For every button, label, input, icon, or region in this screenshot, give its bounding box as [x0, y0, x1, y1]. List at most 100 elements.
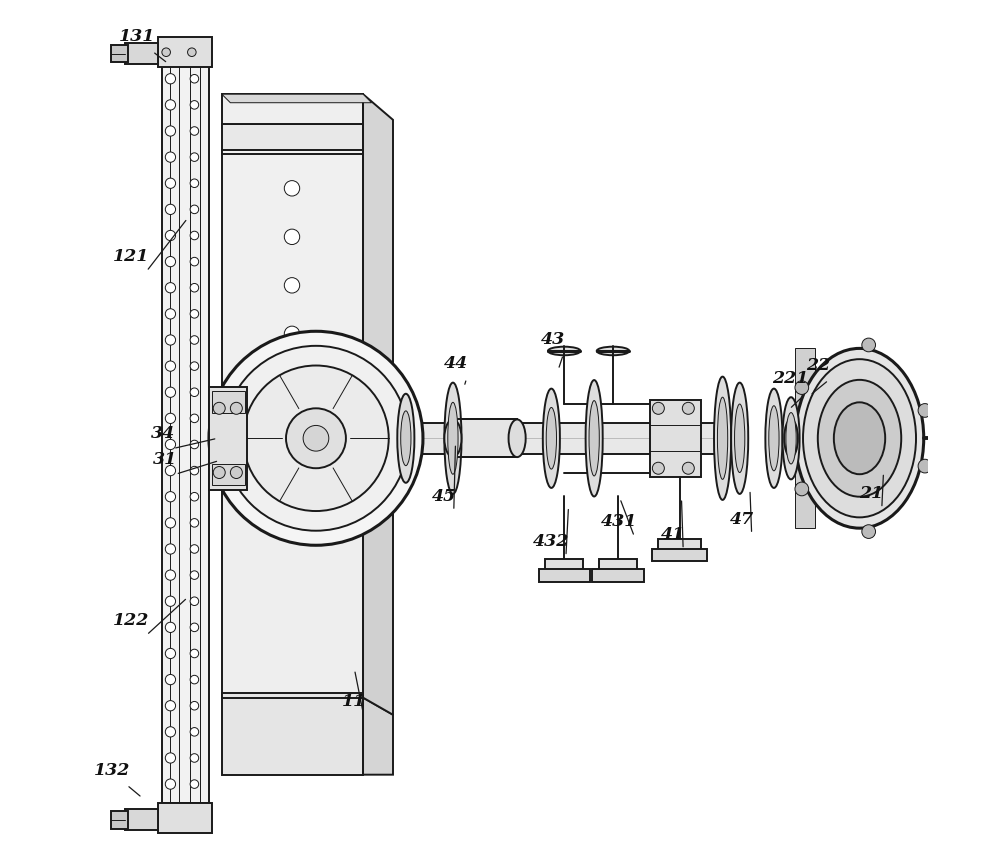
- Text: 45: 45: [432, 488, 456, 505]
- Bar: [162, 60, 209, 803]
- Ellipse shape: [401, 411, 411, 466]
- Polygon shape: [363, 385, 393, 715]
- Circle shape: [188, 48, 196, 56]
- Circle shape: [284, 277, 300, 293]
- Circle shape: [190, 179, 199, 187]
- Circle shape: [243, 366, 389, 511]
- Circle shape: [165, 152, 176, 163]
- Bar: [795, 348, 815, 528]
- Circle shape: [165, 622, 176, 633]
- Circle shape: [190, 362, 199, 371]
- Text: 221: 221: [772, 371, 809, 388]
- Ellipse shape: [782, 397, 800, 479]
- Ellipse shape: [765, 389, 782, 488]
- Circle shape: [190, 153, 199, 162]
- Circle shape: [682, 462, 694, 474]
- Circle shape: [795, 381, 809, 395]
- Circle shape: [165, 361, 176, 372]
- Circle shape: [190, 571, 199, 580]
- Circle shape: [165, 570, 176, 580]
- Bar: [545, 559, 583, 571]
- Text: 432: 432: [533, 533, 569, 550]
- Ellipse shape: [509, 419, 526, 457]
- Ellipse shape: [769, 406, 779, 471]
- Circle shape: [190, 101, 199, 110]
- Circle shape: [190, 231, 199, 240]
- Circle shape: [284, 326, 300, 342]
- Circle shape: [165, 648, 176, 658]
- Circle shape: [165, 309, 176, 319]
- Ellipse shape: [834, 402, 885, 474]
- Polygon shape: [222, 385, 363, 698]
- Circle shape: [190, 519, 199, 527]
- Circle shape: [165, 74, 176, 84]
- Circle shape: [682, 402, 694, 414]
- Circle shape: [190, 675, 199, 684]
- Polygon shape: [363, 94, 393, 394]
- Text: 21: 21: [860, 485, 884, 502]
- Circle shape: [165, 413, 176, 424]
- Text: 121: 121: [113, 248, 149, 265]
- Ellipse shape: [795, 348, 924, 528]
- Circle shape: [162, 48, 170, 56]
- Circle shape: [190, 74, 199, 83]
- Text: 122: 122: [113, 612, 149, 629]
- Ellipse shape: [717, 397, 728, 479]
- Bar: [539, 569, 590, 582]
- Circle shape: [165, 779, 176, 789]
- Circle shape: [190, 753, 199, 762]
- Ellipse shape: [444, 419, 461, 457]
- Circle shape: [230, 467, 242, 479]
- Text: 131: 131: [119, 28, 155, 45]
- Circle shape: [190, 728, 199, 736]
- Ellipse shape: [735, 404, 745, 473]
- Circle shape: [165, 700, 176, 710]
- Circle shape: [190, 127, 199, 135]
- Circle shape: [652, 402, 664, 414]
- Ellipse shape: [731, 383, 748, 494]
- Circle shape: [862, 525, 876, 538]
- Circle shape: [190, 701, 199, 710]
- Circle shape: [165, 439, 176, 449]
- Ellipse shape: [448, 402, 458, 474]
- Circle shape: [918, 460, 932, 473]
- Circle shape: [190, 780, 199, 788]
- Text: 11: 11: [342, 693, 366, 710]
- Circle shape: [190, 649, 199, 657]
- Bar: [125, 809, 158, 830]
- Circle shape: [190, 440, 199, 449]
- Text: 31: 31: [153, 451, 178, 468]
- Circle shape: [165, 257, 176, 267]
- Circle shape: [795, 482, 809, 496]
- Circle shape: [286, 408, 346, 468]
- Circle shape: [213, 402, 225, 414]
- Ellipse shape: [397, 394, 414, 483]
- Bar: [212, 464, 245, 485]
- Polygon shape: [363, 698, 393, 775]
- Bar: [111, 811, 128, 829]
- Ellipse shape: [589, 401, 599, 476]
- Bar: [222, 94, 363, 128]
- Bar: [453, 419, 517, 457]
- Text: 41: 41: [661, 526, 685, 544]
- Circle shape: [165, 335, 176, 345]
- Text: 47: 47: [729, 511, 754, 528]
- Bar: [652, 549, 707, 561]
- Circle shape: [165, 205, 176, 215]
- Circle shape: [190, 310, 199, 318]
- Circle shape: [862, 338, 876, 352]
- Text: 22: 22: [806, 357, 831, 374]
- Circle shape: [165, 230, 176, 241]
- Circle shape: [165, 100, 176, 110]
- Circle shape: [224, 346, 408, 531]
- Text: 43: 43: [541, 331, 565, 348]
- Ellipse shape: [714, 377, 731, 500]
- Circle shape: [165, 466, 176, 476]
- Circle shape: [165, 518, 176, 528]
- Polygon shape: [222, 94, 372, 103]
- Circle shape: [190, 414, 199, 423]
- Bar: [209, 387, 247, 490]
- Circle shape: [190, 283, 199, 292]
- Bar: [791, 419, 815, 457]
- Text: 132: 132: [93, 762, 130, 779]
